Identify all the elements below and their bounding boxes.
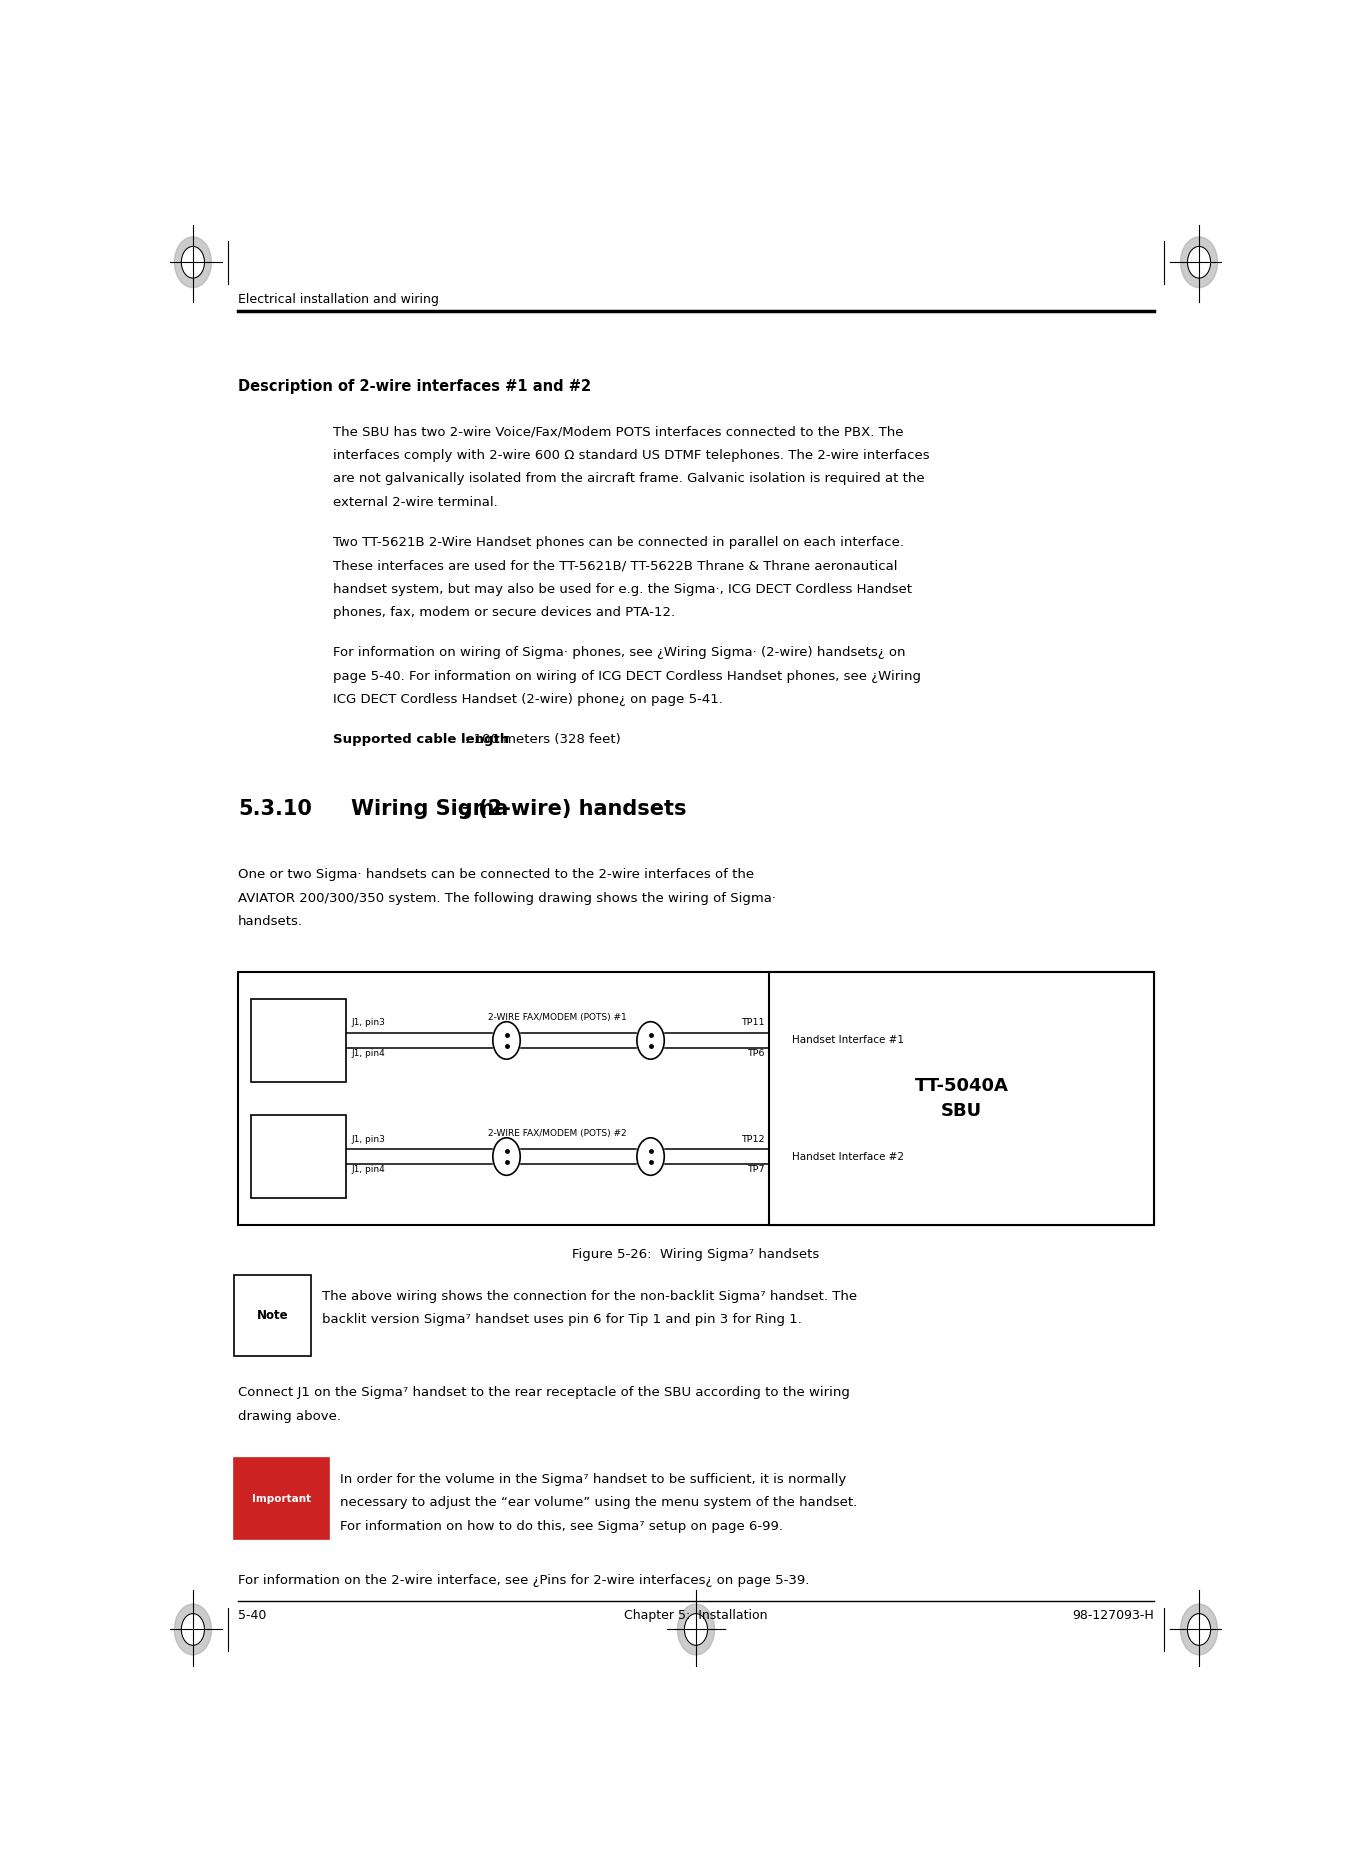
Text: J1, pin4: J1, pin4 [352,1165,386,1174]
Circle shape [684,1615,708,1644]
Text: TP12: TP12 [741,1135,765,1144]
Text: J1, pin3: J1, pin3 [352,1135,386,1144]
Circle shape [174,236,212,288]
FancyBboxPatch shape [769,972,1154,1225]
Circle shape [182,247,205,277]
Text: Sigma⁷
Cradle: Sigma⁷ Cradle [276,1025,322,1056]
Text: (2-wire) handsets: (2-wire) handsets [471,800,686,819]
Text: In order for the volume in the Sigma⁷ handset to be sufficient, it is normally: In order for the volume in the Sigma⁷ ha… [341,1472,846,1485]
Circle shape [1187,247,1210,277]
Text: handset system, but may also be used for e.g. the Sigma·, ICG DECT Cordless Hand: handset system, but may also be used for… [333,583,911,596]
Text: TP6: TP6 [747,1049,765,1058]
Text: 2-WIRE FAX/MODEM (POTS) #2: 2-WIRE FAX/MODEM (POTS) #2 [488,1129,626,1137]
Text: One or two Sigma· handsets can be connected to the 2-wire interfaces of the: One or two Sigma· handsets can be connec… [238,869,754,882]
Text: TP7: TP7 [747,1165,765,1174]
Text: Description of 2-wire interfaces #1 and #2: Description of 2-wire interfaces #1 and … [238,378,591,393]
Text: 7: 7 [462,807,471,820]
Text: necessary to adjust the “ear volume” using the menu system of the handset.: necessary to adjust the “ear volume” usi… [341,1497,857,1510]
Text: 2-WIRE FAX/MODEM (POTS) #1: 2-WIRE FAX/MODEM (POTS) #1 [488,1013,627,1021]
Text: Electrical installation and wiring: Electrical installation and wiring [238,292,439,305]
Text: backlit version Sigma⁷ handset uses pin 6 for Tip 1 and pin 3 for Ring 1.: backlit version Sigma⁷ handset uses pin … [322,1313,803,1326]
Text: 98-127093-H: 98-127093-H [1071,1609,1154,1622]
Circle shape [1180,1603,1218,1656]
Text: are not galvanically isolated from the aircraft frame. Galvanic isolation is req: are not galvanically isolated from the a… [333,472,925,485]
Circle shape [1187,1615,1210,1644]
Text: phones, fax, modem or secure devices and PTA-12.: phones, fax, modem or secure devices and… [333,607,675,620]
FancyBboxPatch shape [238,972,1154,1225]
Text: Supported cable length: Supported cable length [333,732,509,745]
Text: For information on wiring of Sigma· phones, see ¿Wiring Sigma· (2-wire) handsets: For information on wiring of Sigma· phon… [333,646,906,659]
Text: ICG DECT Cordless Handset (2-wire) phone¿ on page 5-41.: ICG DECT Cordless Handset (2-wire) phone… [333,693,722,706]
Circle shape [1180,236,1218,288]
Text: Figure 5-26:  Wiring Sigma⁷ handsets: Figure 5-26: Wiring Sigma⁷ handsets [572,1247,820,1261]
FancyBboxPatch shape [234,1276,311,1356]
Circle shape [182,1615,205,1644]
Text: drawing above.: drawing above. [238,1410,341,1423]
FancyBboxPatch shape [234,1459,329,1540]
Text: Sigma⁷
Cradle: Sigma⁷ Cradle [276,1141,322,1171]
Text: external 2-wire terminal.: external 2-wire terminal. [333,496,497,509]
Text: 5-40: 5-40 [238,1609,266,1622]
Text: J1, pin4: J1, pin4 [352,1049,386,1058]
Text: These interfaces are used for the TT-5621B/ TT-5622B Thrane & Thrane aeronautica: These interfaces are used for the TT-562… [333,560,898,573]
Text: TP11: TP11 [741,1019,765,1028]
FancyBboxPatch shape [251,998,345,1083]
Text: Two TT-5621B 2-Wire Handset phones can be connected in parallel on each interfac: Two TT-5621B 2-Wire Handset phones can b… [333,536,904,549]
Text: Chapter 5:  Installation: Chapter 5: Installation [625,1609,767,1622]
Text: handsets.: handsets. [238,916,303,929]
Circle shape [678,1603,714,1656]
Text: Important: Important [251,1495,311,1504]
Text: The SBU has two 2-wire Voice/Fax/Modem POTS interfaces connected to the PBX. The: The SBU has two 2-wire Voice/Fax/Modem P… [333,425,903,438]
Text: J1, pin3: J1, pin3 [352,1019,386,1028]
Text: : 100 meters (328 feet): : 100 meters (328 feet) [466,732,621,745]
Text: For information on how to do this, see Sigma⁷ setup on page 6-99.: For information on how to do this, see S… [341,1519,784,1532]
Text: page 5-40. For information on wiring of ICG DECT Cordless Handset phones, see ¿W: page 5-40. For information on wiring of … [333,671,921,684]
Text: interfaces comply with 2-wire 600 Ω standard US DTMF telephones. The 2-wire inte: interfaces comply with 2-wire 600 Ω stan… [333,450,929,463]
Text: The above wiring shows the connection for the non-backlit Sigma⁷ handset. The: The above wiring shows the connection fo… [322,1290,857,1302]
Text: Handset Interface #1: Handset Interface #1 [792,1036,904,1045]
Text: Handset Interface #2: Handset Interface #2 [792,1152,904,1161]
Text: For information on the 2-wire interface, see ¿Pins for 2-wire interfaces¿ on pag: For information on the 2-wire interface,… [238,1573,809,1586]
Text: AVIATOR 200/300/350 system. The following drawing shows the wiring of Sigma·: AVIATOR 200/300/350 system. The followin… [238,892,777,905]
Text: Wiring Sigma: Wiring Sigma [350,800,508,819]
Text: Note: Note [257,1309,288,1322]
Text: TT-5040A
SBU: TT-5040A SBU [914,1077,1009,1120]
FancyBboxPatch shape [251,1114,345,1199]
Text: 5.3.10: 5.3.10 [238,800,312,819]
Circle shape [174,1603,212,1656]
Text: Connect J1 on the Sigma⁷ handset to the rear receptacle of the SBU according to : Connect J1 on the Sigma⁷ handset to the … [238,1386,850,1399]
